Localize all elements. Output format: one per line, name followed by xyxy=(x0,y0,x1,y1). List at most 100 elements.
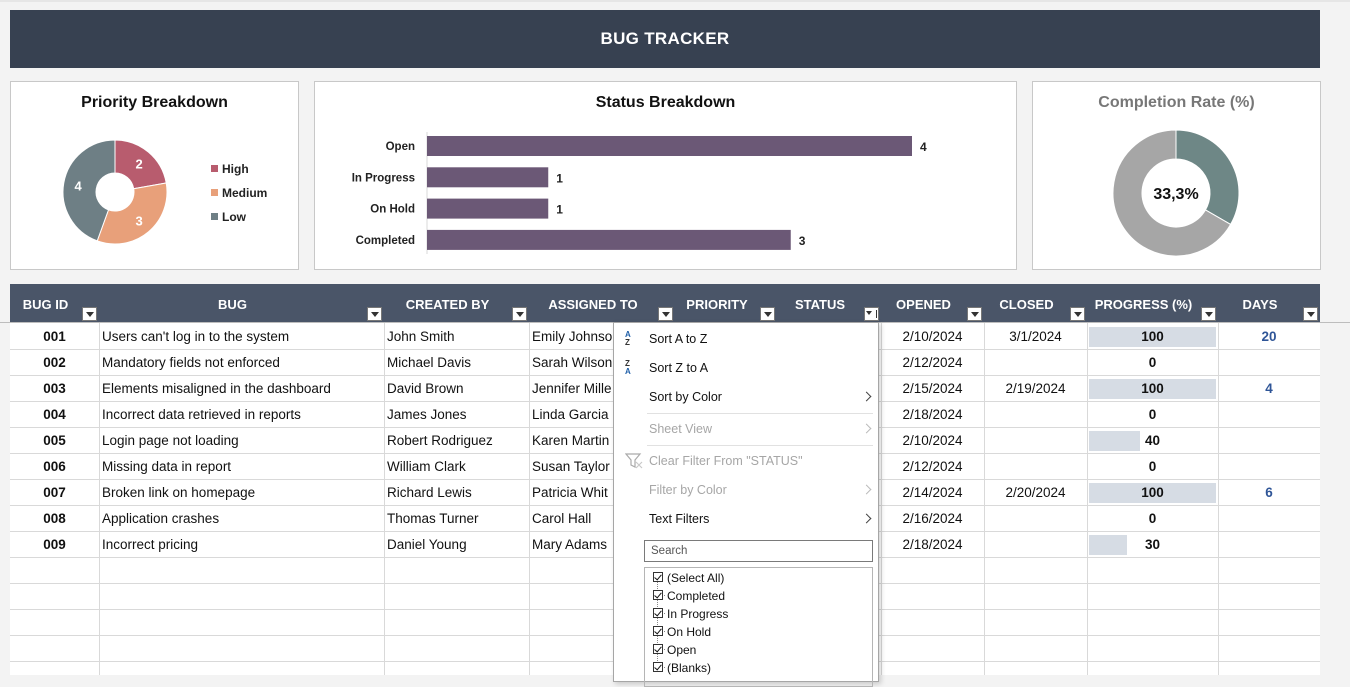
cell-closed[interactable] xyxy=(984,402,1087,428)
cell-days[interactable] xyxy=(1218,506,1320,532)
filter-dropdown-button[interactable] xyxy=(82,307,97,321)
cell-bug[interactable]: Login page not loading xyxy=(102,433,239,448)
filter-dropdown-button[interactable] xyxy=(760,307,775,321)
filter-dropdown-button[interactable] xyxy=(367,307,382,321)
cell-id[interactable]: 009 xyxy=(43,537,66,552)
filter-option[interactable]: (Select All) xyxy=(653,569,724,587)
menu-sort-z-to-a[interactable]: Sort Z to A xyxy=(649,361,709,375)
checkbox-checked-icon[interactable] xyxy=(653,644,663,654)
cell-assigned[interactable]: Linda Garcia xyxy=(532,407,609,422)
cell-progress[interactable]: 30 xyxy=(1144,537,1161,552)
cell-id[interactable]: 004 xyxy=(43,407,66,422)
cell-days[interactable] xyxy=(1218,428,1320,454)
cell-progress[interactable]: 0 xyxy=(1148,355,1157,370)
filter-dropdown-button[interactable] xyxy=(658,307,673,321)
cell-days[interactable] xyxy=(1218,454,1320,480)
filter-option[interactable]: (Blanks) xyxy=(653,659,711,677)
cell-created[interactable]: John Smith xyxy=(387,329,455,344)
cell-assigned[interactable]: Patricia Whit xyxy=(532,485,608,500)
cell-progress[interactable]: 100 xyxy=(1141,485,1164,500)
cell-days[interactable] xyxy=(1218,350,1320,376)
cell-bug[interactable]: Incorrect pricing xyxy=(102,537,199,552)
cell-opened[interactable]: 2/12/2024 xyxy=(902,355,963,370)
cell-days[interactable]: 20 xyxy=(1261,329,1277,344)
cell-assigned[interactable]: Mary Adams xyxy=(532,537,608,552)
cell-created[interactable]: James Jones xyxy=(387,407,467,422)
cell-days[interactable] xyxy=(1218,532,1320,558)
cell-created[interactable]: David Brown xyxy=(387,381,464,396)
cell-closed[interactable] xyxy=(984,506,1087,532)
cell-assigned[interactable]: Susan Taylor xyxy=(532,459,610,474)
cell-created[interactable]: Michael Davis xyxy=(387,355,472,370)
cell-id[interactable]: 005 xyxy=(43,433,66,448)
filter-option[interactable]: On Hold xyxy=(653,623,711,641)
cell-created[interactable]: Daniel Young xyxy=(387,537,467,552)
cell-created[interactable]: Robert Rodriguez xyxy=(387,433,493,448)
cell-progress[interactable]: 40 xyxy=(1144,433,1161,448)
cell-assigned[interactable]: Jennifer Mille xyxy=(532,381,612,396)
checkbox-checked-icon[interactable] xyxy=(653,572,663,582)
cell-opened[interactable]: 2/10/2024 xyxy=(902,329,963,344)
cell-opened[interactable]: 2/10/2024 xyxy=(902,433,963,448)
cell-assigned[interactable]: Emily Johnso xyxy=(532,329,613,344)
cell-days[interactable]: 6 xyxy=(1265,485,1273,500)
cell-created[interactable]: Thomas Turner xyxy=(387,511,479,526)
cell-bug[interactable]: Application crashes xyxy=(102,511,220,526)
menu-sort-a-to-z[interactable]: Sort A to Z xyxy=(649,332,708,346)
status-filter-active-button[interactable] xyxy=(864,307,879,321)
cell-id[interactable]: 003 xyxy=(43,381,66,396)
cell-assigned[interactable]: Carol Hall xyxy=(532,511,592,526)
cell-closed[interactable] xyxy=(984,532,1087,558)
cell-opened[interactable]: 2/18/2024 xyxy=(902,537,963,552)
cell-id[interactable]: 001 xyxy=(43,329,66,344)
cell-bug[interactable]: Incorrect data retrieved in reports xyxy=(102,407,301,422)
cell-created[interactable]: William Clark xyxy=(387,459,466,474)
cell-id[interactable]: 008 xyxy=(43,511,66,526)
cell-created[interactable]: Richard Lewis xyxy=(387,485,472,500)
cell-opened[interactable]: 2/12/2024 xyxy=(902,459,963,474)
cell-progress[interactable]: 0 xyxy=(1148,511,1157,526)
checkbox-checked-icon[interactable] xyxy=(653,626,663,636)
menu-text-filters[interactable]: Text Filters xyxy=(649,512,710,526)
menu-sort-by-color[interactable]: Sort by Color xyxy=(649,390,722,404)
cell-days[interactable]: 4 xyxy=(1265,381,1273,396)
cell-opened[interactable]: 2/16/2024 xyxy=(902,511,963,526)
filter-option[interactable]: Completed xyxy=(653,587,725,605)
filter-search-input[interactable]: Search xyxy=(644,540,873,562)
checkbox-checked-icon[interactable] xyxy=(653,662,663,672)
status-breakdown-panel[interactable]: Status Breakdown Open 4 In Progress 1 On Hol… xyxy=(314,81,1017,270)
cell-progress[interactable]: 100 xyxy=(1141,381,1164,396)
checkbox-checked-icon[interactable] xyxy=(653,590,663,600)
cell-closed[interactable] xyxy=(984,454,1087,480)
cell-days[interactable] xyxy=(1218,402,1320,428)
cell-id[interactable]: 002 xyxy=(43,355,66,370)
cell-closed[interactable] xyxy=(984,350,1087,376)
cell-assigned[interactable]: Sarah Wilson xyxy=(532,355,613,370)
cell-id[interactable]: 007 xyxy=(43,485,66,500)
cell-progress[interactable]: 0 xyxy=(1148,407,1157,422)
cell-closed[interactable]: 2/19/2024 xyxy=(1005,381,1066,396)
cell-opened[interactable]: 2/18/2024 xyxy=(902,407,963,422)
filter-dropdown-button[interactable] xyxy=(1201,307,1216,321)
cell-bug[interactable]: Missing data in report xyxy=(102,459,232,474)
filter-option[interactable]: In Progress xyxy=(653,605,728,623)
filter-dropdown-button[interactable] xyxy=(512,307,527,321)
cell-progress[interactable]: 100 xyxy=(1141,329,1164,344)
cell-id[interactable]: 006 xyxy=(43,459,66,474)
filter-dropdown-button[interactable] xyxy=(967,307,982,321)
cell-bug[interactable]: Elements misaligned in the dashboard xyxy=(102,381,331,396)
cell-closed[interactable] xyxy=(984,428,1087,454)
filter-dropdown-button[interactable] xyxy=(1070,307,1085,321)
filter-values-list[interactable]: (Select All) Completed In Progress On Hold O… xyxy=(644,567,873,687)
cell-progress[interactable]: 0 xyxy=(1148,459,1157,474)
cell-closed[interactable]: 2/20/2024 xyxy=(1005,485,1066,500)
filter-option[interactable]: Open xyxy=(653,641,696,659)
cell-opened[interactable]: 2/14/2024 xyxy=(902,485,963,500)
completion-rate-panel[interactable]: Completion Rate (%) 33,3% xyxy=(1032,81,1321,270)
cell-bug[interactable]: Mandatory fields not enforced xyxy=(102,355,280,370)
cell-bug[interactable]: Broken link on homepage xyxy=(102,485,256,500)
cell-bug[interactable]: Users can't log in to the system xyxy=(102,329,290,344)
checkbox-checked-icon[interactable] xyxy=(653,608,663,618)
cell-assigned[interactable]: Karen Martin xyxy=(532,433,610,448)
cell-opened[interactable]: 2/15/2024 xyxy=(902,381,963,396)
